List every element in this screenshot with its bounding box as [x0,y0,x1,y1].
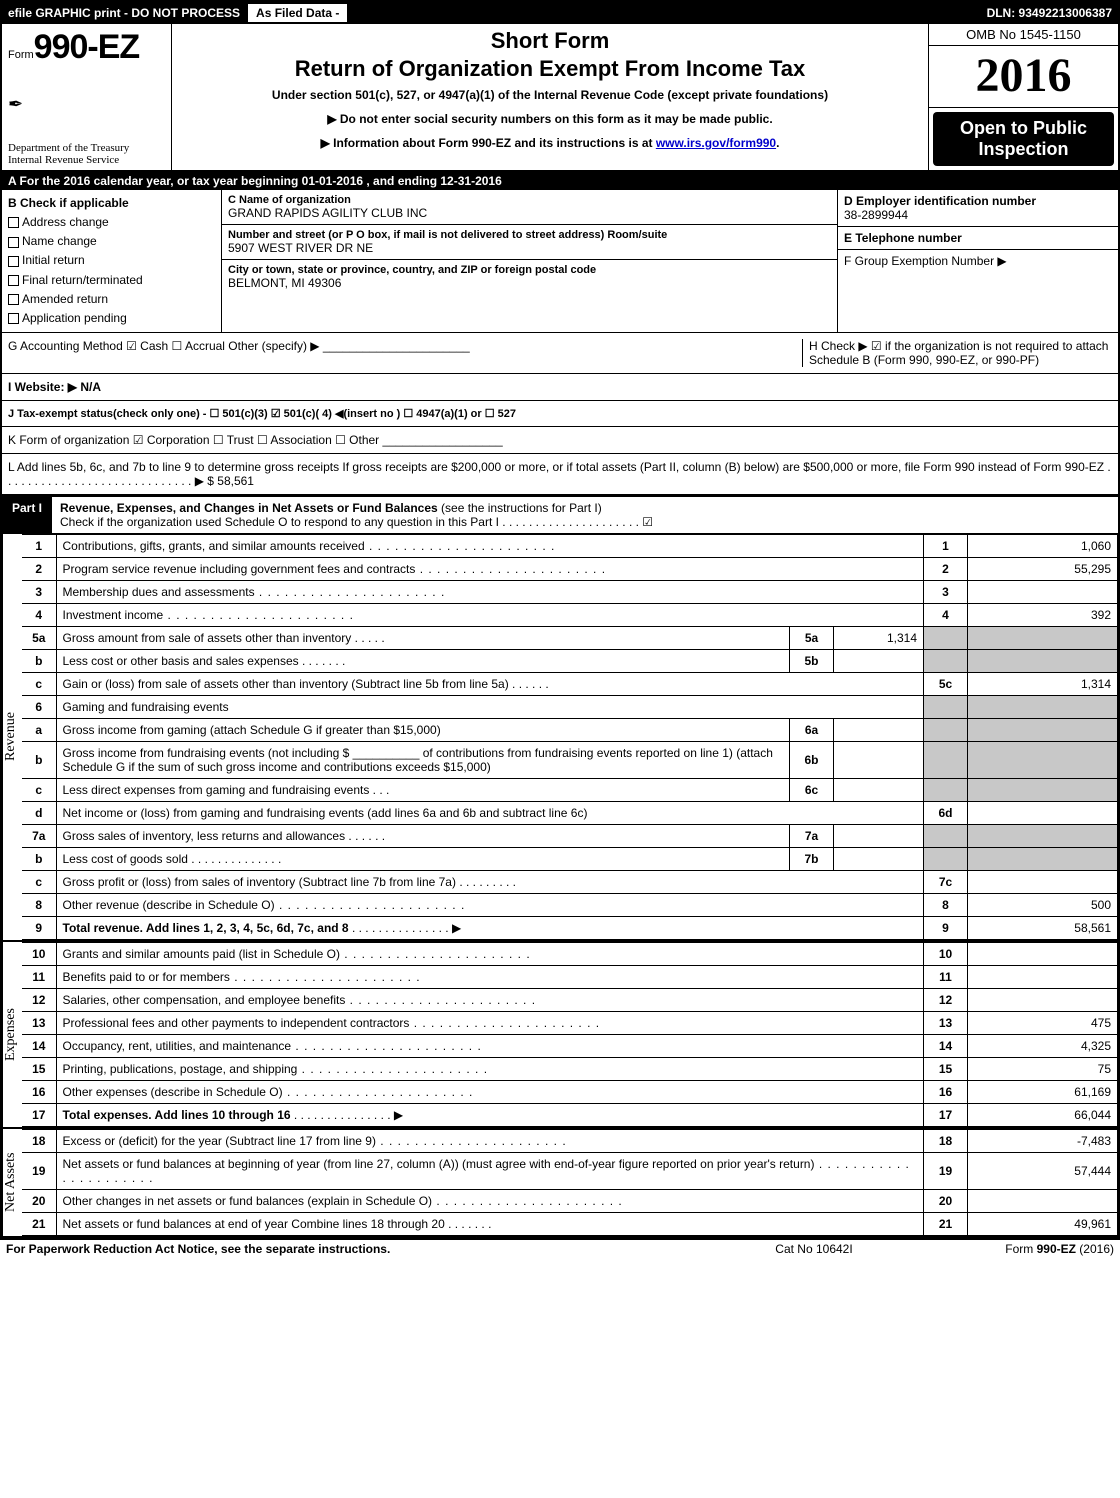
part-i-title: Revenue, Expenses, and Changes in Net As… [60,501,441,515]
line-8: 8 Other revenue (describe in Schedule O)… [22,894,1118,917]
net-assets-section: Net Assets 18 Excess or (deficit) for th… [2,1129,1118,1238]
part-i-note: (see the instructions for Part I) [441,501,602,515]
short-form-title: Short Form [180,28,920,54]
part-i-desc: Revenue, Expenses, and Changes in Net As… [52,497,1118,533]
row-i: I Website: ▶ N/A [2,374,1118,401]
line-6a: a Gross income from gaming (attach Sched… [22,719,1118,742]
footer-catno: Cat No 10642I [714,1242,914,1256]
line-16: 16 Other expenses (describe in Schedule … [22,1081,1118,1104]
form-number: Form990-EZ [8,28,165,67]
line-13: 13 Professional fees and other payments … [22,1012,1118,1035]
part-i-header: Part I Revenue, Expenses, and Changes in… [2,495,1118,534]
line-20: 20 Other changes in net assets or fund b… [22,1190,1118,1213]
e-phone-head: E Telephone number [844,231,1112,245]
line-2: 2 Program service revenue including gove… [22,558,1118,581]
line-12: 12 Salaries, other compensation, and emp… [22,989,1118,1012]
side-label-expenses: Expenses [2,942,22,1127]
dept-irs: Internal Revenue Service [8,154,165,166]
row-h: H Check ▶ ☑ if the organization is not r… [802,339,1112,367]
line-15: 15 Printing, publications, postage, and … [22,1058,1118,1081]
org-address: 5907 WEST RIVER DR NE [228,241,831,255]
row-g-h: G Accounting Method ☑ Cash ☐ Accrual Oth… [2,333,1118,374]
line-6d: d Net income or (loss) from gaming and f… [22,802,1118,825]
omb-number: OMB No 1545-1150 [929,24,1118,46]
form-header: Form990-EZ ✒ Department of the Treasury … [2,24,1118,172]
section-b-head: B Check if applicable [8,194,215,213]
footer: For Paperwork Reduction Act Notice, see … [0,1240,1120,1258]
as-filed-label: As Filed Data - [246,2,349,24]
form-number-text: 990-EZ [34,28,140,66]
note-info: ▶ Information about Form 990-EZ and its … [180,136,920,150]
line-5a: 5a Gross amount from sale of assets othe… [22,627,1118,650]
dept-info: Department of the Treasury Internal Reve… [8,142,165,166]
ein-value: 38-2899944 [844,208,1112,222]
top-bar: efile GRAPHIC print - DO NOT PROCESS As … [2,2,1118,24]
line-7a: 7a Gross sales of inventory, less return… [22,825,1118,848]
org-city: BELMONT, MI 49306 [228,276,831,290]
line-18: 18 Excess or (deficit) for the year (Sub… [22,1130,1118,1153]
form-title: Return of Organization Exempt From Incom… [180,56,920,82]
chk-application-pending[interactable]: Application pending [8,309,215,328]
line-7c: c Gross profit or (loss) from sales of i… [22,871,1118,894]
part-i-tab: Part I [2,497,52,533]
section-d-e-f: D Employer identification number 38-2899… [838,190,1118,332]
section-b: B Check if applicable Address change Nam… [2,190,222,332]
row-k: K Form of organization ☑ Corporation ☐ T… [2,427,1118,454]
irs-link[interactable]: www.irs.gov/form990 [656,136,776,150]
website-value: I Website: ▶ N/A [8,380,101,394]
line-3: 3 Membership dues and assessments 3 [22,581,1118,604]
pen-icon: ✒ [8,94,165,115]
expenses-section: Expenses 10 Grants and similar amounts p… [2,942,1118,1129]
note-info-post: . [776,136,779,150]
line-5c: c Gain or (loss) from sale of assets oth… [22,673,1118,696]
side-label-revenue: Revenue [2,534,22,940]
part-i-check: Check if the organization used Schedule … [60,515,653,529]
chk-address-change[interactable]: Address change [8,213,215,232]
row-g: G Accounting Method ☑ Cash ☐ Accrual Oth… [8,339,802,367]
note-ssn: ▶ Do not enter social security numbers o… [180,112,920,126]
footer-formno: Form 990-EZ (2016) [914,1242,1114,1256]
chk-amended-return[interactable]: Amended return [8,290,215,309]
chk-final-return[interactable]: Final return/terminated [8,271,215,290]
dept-treasury: Department of the Treasury [8,142,165,154]
line-1: 1 Contributions, gifts, grants, and simi… [22,535,1118,558]
f-group-head: F Group Exemption Number ▶ [844,254,1112,268]
row-l: L Add lines 5b, 6c, and 7b to line 9 to … [2,454,1118,495]
row-j: J Tax-exempt status(check only one) - ☐ … [2,401,1118,427]
line-5b: b Less cost or other basis and sales exp… [22,650,1118,673]
open-to-public: Open to Public Inspection [933,112,1114,166]
org-name: GRAND RAPIDS AGILITY CLUB INC [228,206,831,220]
line-7b: b Less cost of goods sold . . . . . . . … [22,848,1118,871]
tax-year: 2016 [929,46,1118,108]
efile-label: efile GRAPHIC print - DO NOT PROCESS [2,6,246,20]
line-9: 9 Total revenue. Add lines 1, 2, 3, 4, 5… [22,917,1118,940]
line-10: 10 Grants and similar amounts paid (list… [22,943,1118,966]
line-6c: c Less direct expenses from gaming and f… [22,779,1118,802]
chk-initial-return[interactable]: Initial return [8,251,215,270]
form-prefix: Form [8,49,34,61]
note-info-pre: ▶ Information about Form 990-EZ and its … [321,136,656,150]
side-label-netassets: Net Assets [2,1129,22,1236]
revenue-section: Revenue 1 Contributions, gifts, grants, … [2,534,1118,942]
line-14: 14 Occupancy, rent, utilities, and maint… [22,1035,1118,1058]
line-4: 4 Investment income 4 392 [22,604,1118,627]
dln-label: DLN: 93492213006387 [981,6,1118,20]
section-b-c-d: B Check if applicable Address change Nam… [2,190,1118,333]
line-17: 17 Total expenses. Add lines 10 through … [22,1104,1118,1127]
line-19: 19 Net assets or fund balances at beginn… [22,1153,1118,1190]
line-11: 11 Benefits paid to or for members 11 [22,966,1118,989]
line-6: 6 Gaming and fundraising events [22,696,1118,719]
form-subtitle: Under section 501(c), 527, or 4947(a)(1)… [180,88,920,102]
d-ein-head: D Employer identification number [844,194,1112,208]
footer-paperwork: For Paperwork Reduction Act Notice, see … [6,1242,714,1256]
line-21: 21 Net assets or fund balances at end of… [22,1213,1118,1236]
c-addr-head: Number and street (or P O box, if mail i… [228,229,831,241]
chk-name-change[interactable]: Name change [8,232,215,251]
line-6b: b Gross income from fundraising events (… [22,742,1118,779]
c-name-head: C Name of organization [228,194,831,206]
c-city-head: City or town, state or province, country… [228,264,831,276]
section-c: C Name of organization GRAND RAPIDS AGIL… [222,190,838,332]
row-a-period: A For the 2016 calendar year, or tax yea… [2,172,1118,190]
